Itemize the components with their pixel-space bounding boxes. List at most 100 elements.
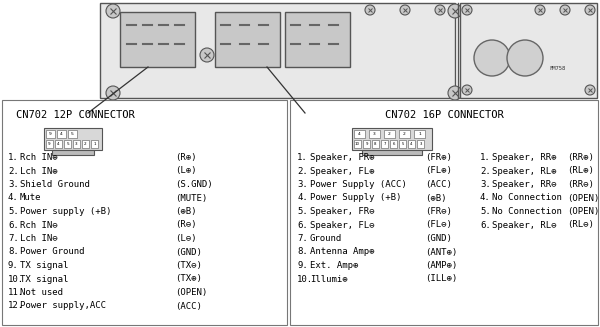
Text: Shield Ground: Shield Ground <box>20 180 90 189</box>
Text: (⊕B): (⊕B) <box>425 194 446 202</box>
Circle shape <box>106 86 120 100</box>
Text: (L⊖): (L⊖) <box>175 234 197 243</box>
Text: (GND): (GND) <box>425 234 452 243</box>
Text: 3.: 3. <box>297 180 308 189</box>
Text: (FL⊕): (FL⊕) <box>425 166 452 176</box>
Text: (R⊖): (R⊖) <box>175 220 197 230</box>
Bar <box>100 3 455 98</box>
Text: FM758: FM758 <box>550 65 566 71</box>
Text: 4: 4 <box>60 132 63 136</box>
Text: 2: 2 <box>403 132 406 136</box>
Text: 1.: 1. <box>297 153 308 162</box>
Text: (OPEN): (OPEN) <box>567 194 599 202</box>
Bar <box>215 12 280 67</box>
Text: 7.: 7. <box>8 234 19 243</box>
Bar <box>354 140 361 148</box>
Text: 9: 9 <box>49 132 52 136</box>
Text: 6: 6 <box>392 142 395 146</box>
Bar <box>399 130 410 138</box>
Text: Lch IN⊕: Lch IN⊕ <box>20 166 58 176</box>
Text: (ILL⊕): (ILL⊕) <box>425 274 457 284</box>
Bar <box>2 100 287 325</box>
Text: Speaker, FR⊕: Speaker, FR⊕ <box>310 153 374 162</box>
Text: (RL⊖): (RL⊖) <box>567 220 594 230</box>
Text: Speaker, RR⊕: Speaker, RR⊕ <box>492 153 557 162</box>
Text: Power Ground: Power Ground <box>20 248 85 256</box>
Bar <box>52 150 94 155</box>
Text: (TX⊖): (TX⊖) <box>175 261 202 270</box>
Bar <box>372 140 379 148</box>
Text: 4.: 4. <box>297 194 308 202</box>
Text: 8: 8 <box>374 142 377 146</box>
Circle shape <box>474 40 510 76</box>
Text: (⊕B): (⊕B) <box>175 207 197 216</box>
Bar <box>285 12 350 67</box>
Text: 9: 9 <box>365 142 368 146</box>
Text: (TX⊕): (TX⊕) <box>175 274 202 284</box>
Bar <box>460 3 597 98</box>
Text: Lch IN⊖: Lch IN⊖ <box>20 234 58 243</box>
Bar <box>369 130 380 138</box>
Text: 3.: 3. <box>480 180 491 189</box>
Text: Antenna Amp⊕: Antenna Amp⊕ <box>310 248 374 256</box>
Text: 6.: 6. <box>8 220 19 230</box>
Text: 8.: 8. <box>297 248 308 256</box>
Bar <box>57 130 66 138</box>
Text: Speaker, RL⊖: Speaker, RL⊖ <box>492 220 557 230</box>
Text: Speaker, FR⊖: Speaker, FR⊖ <box>310 207 374 216</box>
Text: 5: 5 <box>401 142 404 146</box>
Text: (RR⊖): (RR⊖) <box>567 180 594 189</box>
Text: 5: 5 <box>71 132 74 136</box>
Bar <box>414 130 425 138</box>
Text: 9.: 9. <box>8 261 19 270</box>
Text: 6.: 6. <box>480 220 491 230</box>
Text: 9: 9 <box>48 142 51 146</box>
Bar <box>55 140 62 148</box>
Bar <box>399 140 406 148</box>
Text: (S.GND): (S.GND) <box>175 180 212 189</box>
Circle shape <box>585 85 595 95</box>
Text: 4: 4 <box>57 142 60 146</box>
Text: 11.: 11. <box>8 288 24 297</box>
Text: 1.: 1. <box>8 153 19 162</box>
Circle shape <box>448 4 462 18</box>
Text: (AMP⊕): (AMP⊕) <box>425 261 457 270</box>
Bar <box>120 12 195 67</box>
Text: (RL⊕): (RL⊕) <box>567 166 594 176</box>
Text: 5.: 5. <box>480 207 491 216</box>
Text: 2.: 2. <box>480 166 491 176</box>
Text: 7.: 7. <box>297 234 308 243</box>
Text: (MUTE): (MUTE) <box>175 194 207 202</box>
Text: (OPEN): (OPEN) <box>567 207 599 216</box>
Circle shape <box>435 5 445 15</box>
Text: 3: 3 <box>373 132 376 136</box>
Text: (R⊕): (R⊕) <box>175 153 197 162</box>
Text: Power Supply (+B): Power Supply (+B) <box>310 194 401 202</box>
Text: (FR⊕): (FR⊕) <box>425 153 452 162</box>
Bar <box>417 140 424 148</box>
Circle shape <box>535 5 545 15</box>
Bar <box>381 140 388 148</box>
Text: 10.: 10. <box>297 274 313 284</box>
Text: Ext. Amp⊕: Ext. Amp⊕ <box>310 261 358 270</box>
Text: 6.: 6. <box>297 220 308 230</box>
Text: 10.: 10. <box>8 274 24 284</box>
Text: TX signal: TX signal <box>20 274 68 284</box>
Bar <box>91 140 98 148</box>
Bar <box>73 140 80 148</box>
Circle shape <box>200 48 214 62</box>
Bar <box>44 128 102 150</box>
Text: 4: 4 <box>358 132 361 136</box>
Text: 8.: 8. <box>8 248 19 256</box>
Text: CN702 12P CONNECTOR: CN702 12P CONNECTOR <box>16 110 134 120</box>
Text: Not used: Not used <box>20 288 63 297</box>
Text: (FL⊖): (FL⊖) <box>425 220 452 230</box>
Circle shape <box>585 5 595 15</box>
Bar <box>390 140 397 148</box>
Text: (L⊕): (L⊕) <box>175 166 197 176</box>
Text: Power supply,ACC: Power supply,ACC <box>20 301 106 311</box>
Text: No Connection: No Connection <box>492 207 562 216</box>
Bar <box>64 140 71 148</box>
Circle shape <box>462 85 472 95</box>
Bar <box>46 140 53 148</box>
